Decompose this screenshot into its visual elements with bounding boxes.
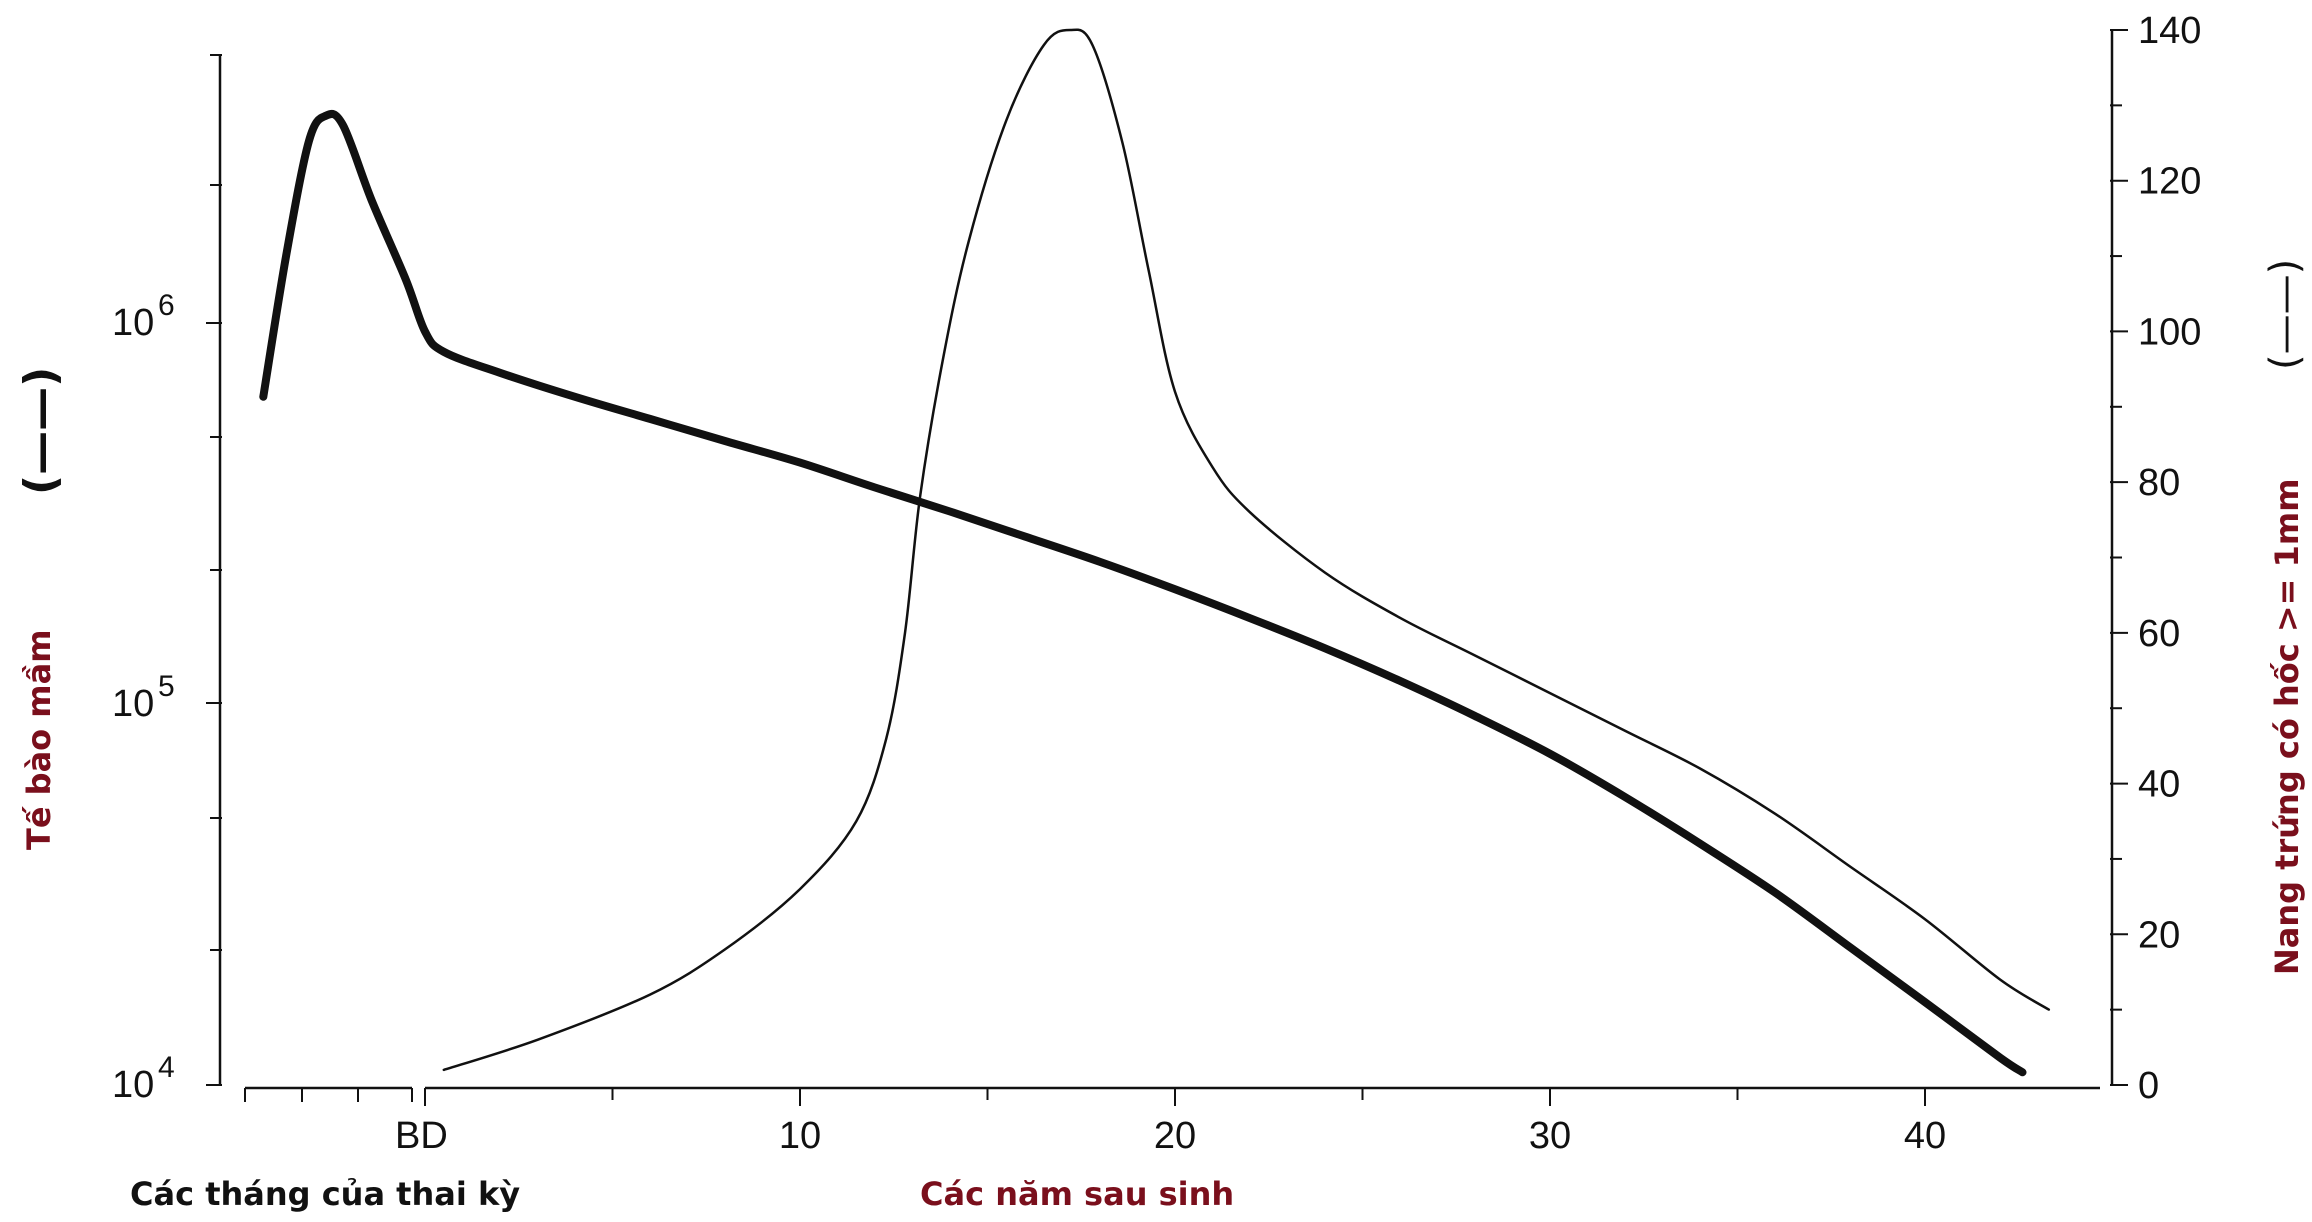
follicle-series-line (442, 28, 2051, 1072)
left-tick-exponent: 5 (158, 670, 175, 703)
right-tick-label: 20 (2138, 914, 2180, 956)
right-tick-label: 120 (2138, 161, 2201, 203)
ticks (206, 29, 2128, 1106)
right-tick-label: 100 (2138, 311, 2201, 353)
left-legend-symbol: (——) (15, 367, 66, 495)
left-axis-title: Tế bào mầm (20, 629, 58, 850)
left-tick-exponent: 4 (158, 1051, 175, 1084)
x-axis-title-prenatal: Các tháng của thai kỳ (130, 1175, 520, 1213)
right-tick-label: 40 (2138, 764, 2180, 806)
left-tick-base: 10 (112, 302, 154, 344)
left-tick-exponent: 6 (158, 289, 175, 322)
right-tick-label: 80 (2138, 462, 2180, 504)
x-axis-title-postnatal: Các năm sau sinh (920, 1175, 1234, 1213)
left-tick-base: 10 (112, 683, 154, 725)
x-tick-label: 10 (779, 1115, 821, 1157)
germ-cell-series-line (259, 109, 2027, 1077)
x-birth-label: BD (395, 1115, 448, 1157)
left-tick-label: 10 4 (112, 1051, 175, 1106)
left-tick-label: 10 6 (112, 289, 175, 344)
right-tick-label: 140 (2138, 10, 2201, 52)
right-tick-label: 0 (2138, 1065, 2159, 1107)
series-layer (259, 28, 2051, 1077)
x-tick-label: 30 (1529, 1115, 1571, 1157)
right-legend-symbol: (——) (2262, 259, 2308, 370)
left-tick-label: 10 5 (112, 670, 175, 725)
right-axis-title: Nang trứng có hốc >= 1mm (2268, 478, 2306, 975)
left-tick-base: 10 (112, 1064, 154, 1106)
x-tick-label: 40 (1904, 1115, 1946, 1157)
right-tick-label: 60 (2138, 613, 2180, 655)
x-tick-label: 20 (1154, 1115, 1196, 1157)
